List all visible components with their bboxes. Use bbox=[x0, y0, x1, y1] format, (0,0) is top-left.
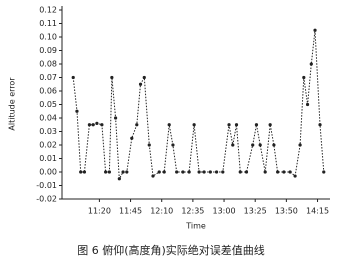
x-tick-label: 13:00 bbox=[213, 207, 236, 216]
data-point bbox=[305, 102, 310, 107]
data-point bbox=[282, 170, 286, 174]
y-tick-label: 0.07 bbox=[39, 73, 57, 82]
data-point bbox=[302, 75, 306, 80]
y-axis-label: Altitude error bbox=[8, 77, 17, 131]
x-tick-label: 13:25 bbox=[244, 207, 267, 216]
data-point bbox=[258, 143, 262, 147]
data-point bbox=[244, 170, 249, 174]
data-point bbox=[138, 82, 143, 86]
y-tick-label: 0.02 bbox=[39, 141, 57, 150]
y-tick-label: 0.10 bbox=[39, 33, 57, 42]
data-point bbox=[197, 170, 201, 174]
data-point bbox=[238, 170, 242, 174]
y-tick-label: 0.12 bbox=[39, 6, 57, 15]
y-tick-label: 0.00 bbox=[39, 168, 57, 177]
y-tick-label: 0.11 bbox=[39, 19, 57, 28]
data-line bbox=[72, 30, 325, 181]
data-point bbox=[322, 170, 326, 174]
figure-caption: 图 6 俯仰(高度角)实际绝对误差值曲线 bbox=[77, 243, 265, 257]
x-tick-label: 11:45 bbox=[119, 207, 142, 216]
y-tick-label: 0.06 bbox=[39, 87, 57, 96]
y-tick-label: 0.05 bbox=[39, 100, 57, 109]
data-point bbox=[309, 62, 313, 66]
data-point bbox=[135, 123, 139, 127]
x-tick-label: 12:10 bbox=[150, 207, 173, 216]
data-point bbox=[298, 143, 302, 147]
data-point bbox=[251, 143, 255, 147]
data-point bbox=[117, 177, 121, 181]
data-point bbox=[202, 170, 206, 174]
data-point bbox=[187, 170, 191, 174]
y-tick-label: 0.08 bbox=[39, 60, 57, 69]
data-point bbox=[110, 75, 114, 80]
data-point bbox=[234, 123, 239, 127]
y-tick-label: 0.03 bbox=[39, 127, 57, 136]
data-point bbox=[142, 75, 146, 80]
data-point bbox=[276, 170, 280, 174]
data-point bbox=[231, 143, 235, 147]
data-point bbox=[208, 170, 212, 174]
data-point bbox=[121, 170, 125, 174]
data-point bbox=[87, 123, 92, 127]
y-tick-label: 0.04 bbox=[39, 114, 57, 123]
data-point bbox=[214, 170, 219, 174]
data-point bbox=[75, 109, 79, 113]
x-tick-label: 13:50 bbox=[275, 207, 298, 216]
data-point bbox=[288, 170, 292, 174]
data-point bbox=[221, 170, 225, 174]
y-tick-label: -0.01 bbox=[36, 181, 57, 190]
x-tick-label: 14:15 bbox=[306, 207, 329, 216]
data-point bbox=[263, 170, 267, 174]
data-point bbox=[192, 123, 196, 127]
data-point bbox=[272, 143, 276, 147]
data-point bbox=[104, 170, 108, 174]
data-point bbox=[107, 170, 111, 174]
data-point bbox=[130, 136, 134, 140]
data-point bbox=[82, 170, 87, 174]
data-point bbox=[318, 123, 322, 127]
data-point bbox=[293, 174, 297, 178]
y-tick-label: 0.01 bbox=[39, 154, 57, 163]
x-axis-label: Time bbox=[185, 222, 206, 231]
data-point bbox=[254, 123, 259, 127]
data-point bbox=[91, 123, 95, 127]
x-tick-label: 11:20 bbox=[88, 207, 111, 216]
data-point bbox=[175, 170, 179, 174]
data-point bbox=[125, 170, 129, 174]
data-point bbox=[227, 123, 231, 127]
data-point bbox=[268, 123, 272, 127]
data-point bbox=[313, 28, 317, 32]
y-tick-label: -0.02 bbox=[36, 195, 57, 204]
data-point bbox=[71, 75, 75, 80]
data-point bbox=[114, 116, 118, 120]
data-point bbox=[167, 123, 171, 127]
data-point bbox=[100, 123, 104, 127]
data-point bbox=[95, 121, 99, 125]
y-tick-label: 0.09 bbox=[39, 46, 57, 55]
data-point bbox=[162, 170, 166, 174]
data-point bbox=[181, 170, 185, 174]
data-point bbox=[151, 174, 155, 178]
data-point bbox=[157, 170, 161, 174]
x-tick-label: 12:35 bbox=[181, 207, 204, 216]
data-point bbox=[79, 170, 83, 174]
data-point bbox=[171, 143, 175, 147]
data-point bbox=[147, 143, 151, 147]
